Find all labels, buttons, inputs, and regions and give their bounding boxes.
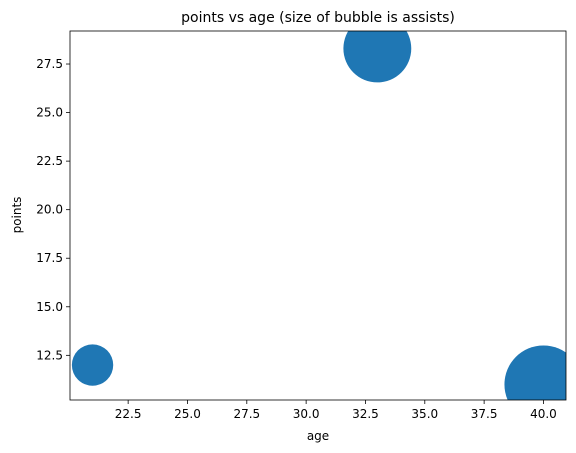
y-axis-ticks: 12.5 15.0 17.5 20.0 22.5 25.0 27.5 [36, 57, 70, 362]
x-tick-label-8: 40.0 [530, 407, 557, 421]
bubble-2 [343, 31, 412, 83]
y-tick-label-2: 15.0 [36, 300, 63, 314]
y-tick-label-3: 17.5 [36, 251, 63, 265]
x-axis-ticks: 22.5 25.0 27.5 30.0 32.5 35.0 37.5 40.0 [115, 400, 557, 421]
y-tick-label-5: 22.5 [36, 154, 63, 168]
plot-frame [69, 30, 567, 401]
y-tick-label-4: 20.0 [36, 203, 63, 217]
x-tick-label-5: 32.5 [352, 407, 379, 421]
x-tick-label-6: 35.0 [411, 407, 438, 421]
y-axis-label: points [10, 197, 24, 234]
y-tick-label-6: 25.0 [36, 106, 63, 120]
x-axis-label: age [307, 429, 329, 443]
y-tick-label-7: 27.5 [36, 57, 63, 71]
chart-title: points vs age (size of bubble is assists… [181, 10, 455, 26]
points-layer [71, 31, 566, 400]
x-tick-label-3: 27.5 [233, 407, 260, 421]
y-tick-label-1: 12.5 [36, 348, 63, 362]
x-tick-label-7: 37.5 [471, 407, 498, 421]
x-tick-label-1: 22.5 [115, 407, 142, 421]
bubble-1 [71, 344, 114, 386]
bubble-3 [504, 345, 566, 400]
x-tick-label-4: 30.0 [293, 407, 320, 421]
x-tick-label-2: 25.0 [174, 407, 201, 421]
